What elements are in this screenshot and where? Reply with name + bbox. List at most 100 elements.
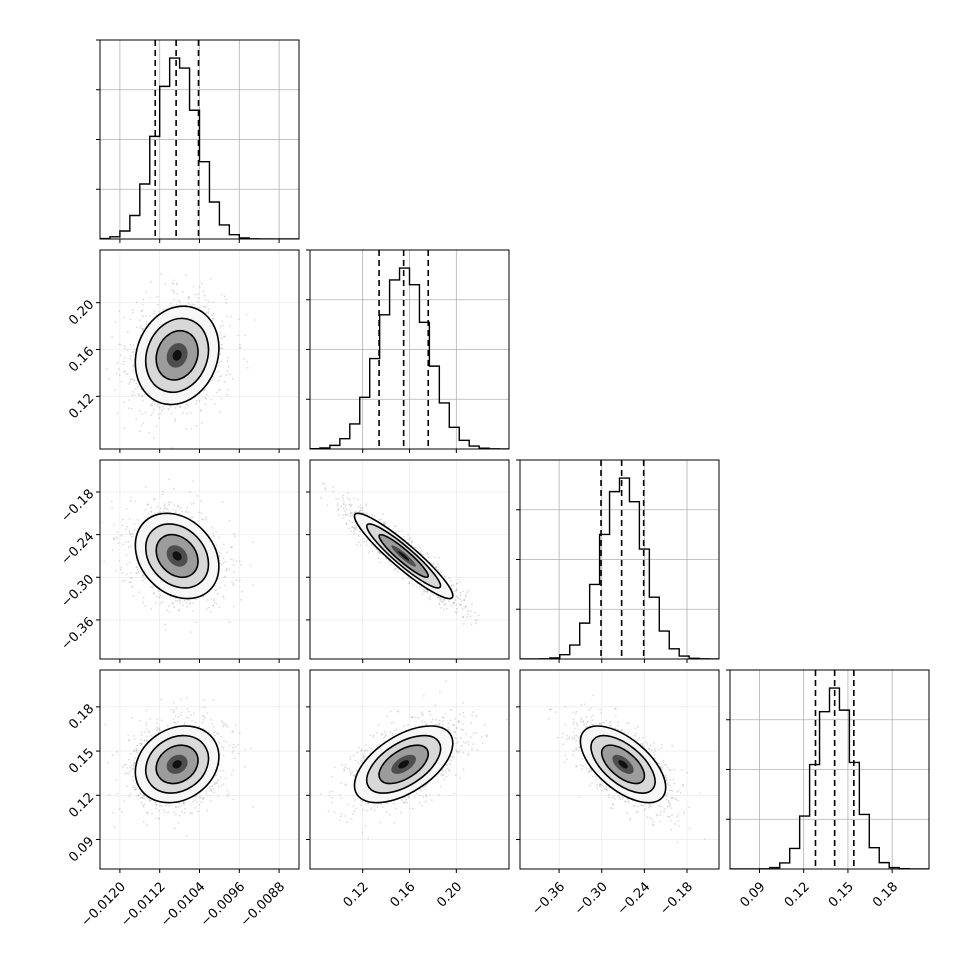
contour-0 [353, 512, 454, 600]
scatter-point [426, 552, 429, 554]
scatter-point [121, 524, 124, 527]
scatter-point [141, 797, 144, 800]
scatter-point [126, 525, 128, 528]
scatter-point [223, 597, 225, 599]
scatter-point [251, 806, 254, 809]
scatter-point [481, 742, 484, 744]
scatter-point [174, 407, 177, 409]
scatter-point [123, 427, 126, 430]
scatter-point [198, 400, 201, 402]
scatter-point [147, 503, 149, 506]
scatter-point [359, 800, 362, 802]
scatter-point [206, 393, 208, 396]
scatter-point [231, 731, 234, 734]
scatter-point [201, 797, 204, 799]
scatter-point [156, 295, 159, 298]
scatter-point [217, 379, 220, 382]
scatter-point [237, 752, 240, 755]
scatter-point [179, 805, 182, 807]
scatter-point [118, 310, 120, 313]
scatter-point [460, 744, 463, 747]
scatter-point [225, 374, 228, 376]
scatter-point [132, 594, 135, 597]
scatter-point [129, 318, 132, 321]
scatter-point [119, 343, 122, 346]
scatter-point [227, 726, 229, 728]
scatter-point [210, 788, 213, 791]
scatter-point [450, 585, 453, 587]
scatter-point [634, 734, 637, 737]
scatter-point [123, 316, 125, 319]
scatter-point [472, 732, 475, 735]
xtick-label-3-1: 0.12 [782, 879, 813, 910]
scatter-point [132, 764, 135, 767]
scatter-point [475, 715, 478, 718]
scatter-point [227, 389, 230, 391]
scatter-point [391, 732, 394, 735]
scatter-point [233, 535, 236, 538]
scatter-point [187, 302, 190, 305]
scatter-point [193, 304, 196, 306]
scatter-point [232, 730, 234, 733]
scatter-point [130, 577, 133, 580]
xtick-label-3-3: 0.18 [870, 879, 901, 910]
scatter-point [337, 508, 340, 511]
scatter-point [423, 588, 426, 591]
scatter-point [637, 738, 640, 741]
scatter-point [141, 579, 144, 582]
scatter-point [107, 761, 110, 764]
scatter-point [438, 724, 441, 727]
scatter-point [220, 720, 223, 723]
scatter-point [588, 708, 591, 711]
scatter-point [367, 551, 370, 554]
scatter-point [453, 792, 455, 795]
scatter-point [215, 782, 218, 784]
scatter-point [146, 811, 148, 814]
scatter-point [643, 745, 646, 748]
scatter-point [387, 525, 390, 528]
scatter-point [434, 704, 437, 707]
scatter-point [223, 335, 226, 338]
scatter-point [227, 793, 230, 795]
scatter-point [136, 572, 139, 575]
scatter-point [224, 575, 227, 578]
scatter-point [210, 598, 213, 600]
scatter-point [410, 542, 413, 544]
scatter-point [200, 282, 203, 285]
scatter-point [357, 505, 360, 508]
scatter-point [372, 734, 375, 736]
scatter-point [159, 594, 162, 597]
scatter-point [409, 807, 411, 810]
scatter-point [401, 798, 403, 800]
scatter-point [217, 370, 219, 373]
xtick-label-2-2: −0.24 [615, 879, 654, 918]
scatter-point [228, 744, 231, 747]
scatter-point [591, 723, 594, 726]
scatter-point [608, 724, 611, 727]
scatter-point [212, 604, 215, 606]
scatter-point [125, 763, 127, 766]
scatter-point [187, 710, 190, 713]
scatter-point [326, 504, 329, 507]
scatter-point [196, 301, 199, 303]
scatter-point [139, 796, 142, 799]
scatter-point [673, 768, 676, 771]
scatter-point [581, 768, 584, 770]
scatter-point [176, 720, 179, 723]
scatter-point [572, 711, 575, 714]
scatter-point [452, 601, 455, 604]
scatter-point [151, 412, 154, 414]
scatter-point [660, 810, 662, 813]
scatter-point [208, 606, 210, 609]
scatter-point [142, 329, 144, 331]
scatter-point [440, 773, 442, 776]
scatter-point [143, 739, 146, 742]
scatter-point [191, 610, 194, 612]
scatter-point [224, 560, 227, 563]
scatter-point [420, 713, 423, 715]
ytick-label-1-1: 0.16 [66, 344, 97, 375]
scatter-point [354, 525, 357, 528]
scatter-point [210, 610, 212, 613]
scatter-point [140, 731, 143, 733]
scatter-point [154, 817, 157, 819]
